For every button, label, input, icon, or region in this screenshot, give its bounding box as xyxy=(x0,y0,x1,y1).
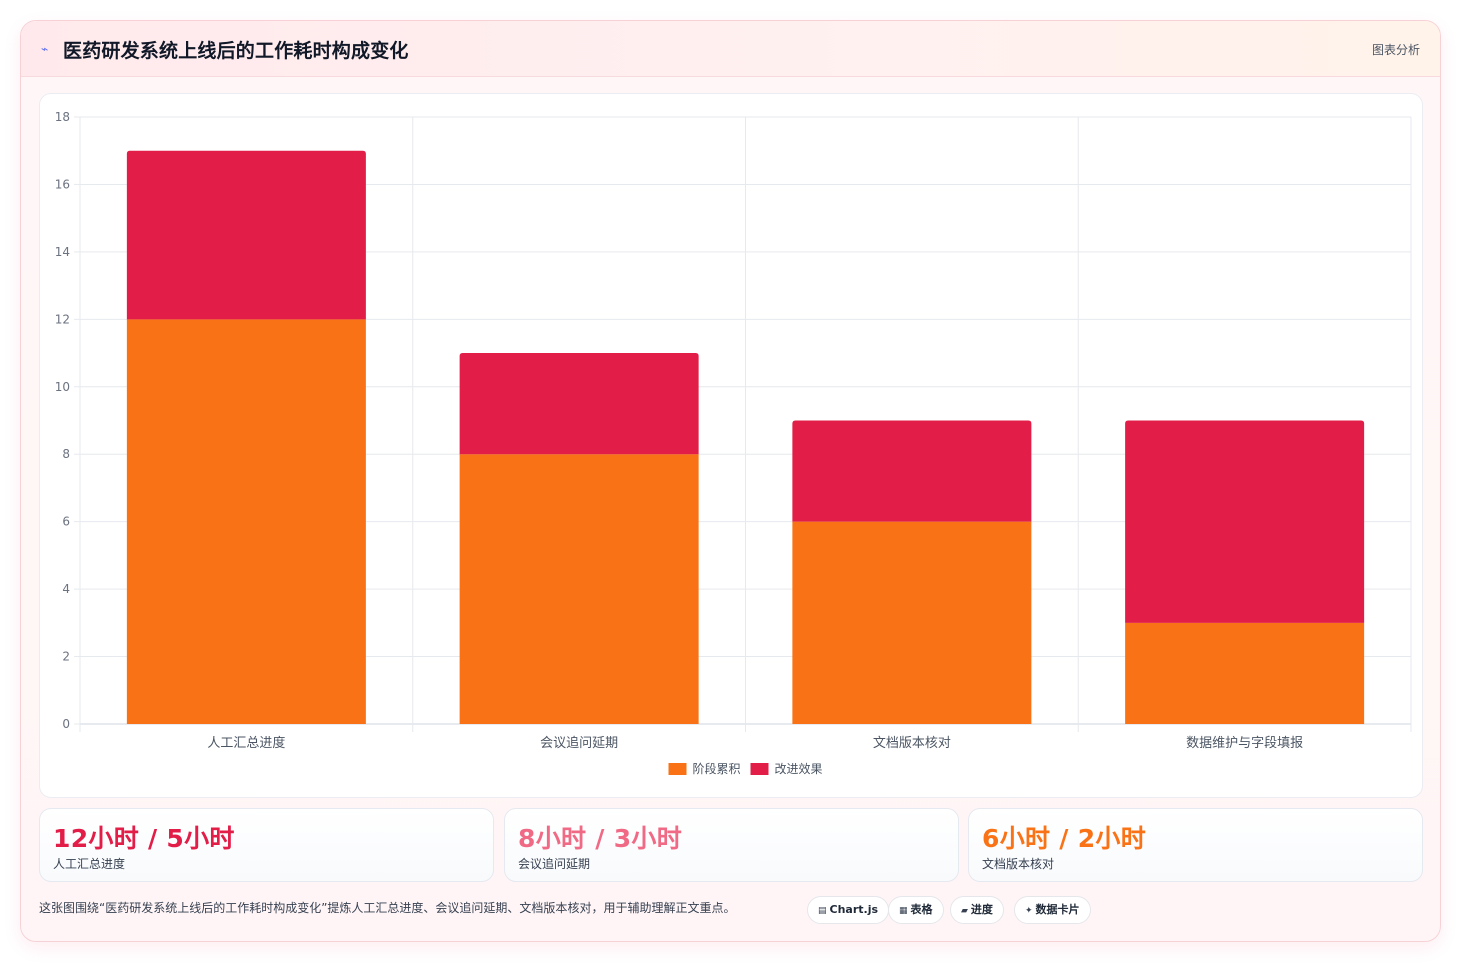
chip-label: 数据卡片 xyxy=(1035,903,1080,916)
legend-swatch xyxy=(750,763,769,775)
bar-2 xyxy=(1125,420,1365,623)
stat-label: 文档版本核对 xyxy=(982,857,1055,871)
chip-label: 表格 xyxy=(910,903,933,916)
chip-table[interactable]: ▦ 表格 xyxy=(888,896,944,924)
y-tick-label: 10 xyxy=(55,380,70,394)
stat-value: 12小时 / 5小时 xyxy=(53,824,235,853)
stat-card-2: 8小时 / 3小时 会议追问延期 xyxy=(504,808,959,882)
progress-icon: ▰ xyxy=(961,906,968,916)
chart-icon: ▤ xyxy=(818,906,827,916)
x-tick-label: 会议追问延期 xyxy=(540,735,618,751)
table-icon: ▦ xyxy=(899,906,908,916)
bar-2 xyxy=(459,353,699,455)
y-tick-label: 18 xyxy=(55,110,70,124)
x-tick-label: 文档版本核对 xyxy=(873,736,951,751)
page-title: 医药研发系统上线后的工作耗时构成变化 xyxy=(63,40,409,62)
bar-1 xyxy=(459,454,699,724)
card-header: ⌁ 医药研发系统上线后的工作耗时构成变化 图表分析 xyxy=(21,21,1440,77)
chip-label: Chart.js xyxy=(829,903,879,916)
y-tick-label: 0 xyxy=(62,717,70,731)
y-tick-label: 6 xyxy=(62,515,70,529)
bar-1 xyxy=(792,521,1032,724)
chip-label: 进度 xyxy=(970,903,993,916)
stat-label: 人工汇总进度 xyxy=(53,857,126,871)
y-tick-label: 16 xyxy=(55,177,70,191)
y-tick-label: 2 xyxy=(62,650,70,664)
stat-value: 8小时 / 3小时 xyxy=(518,824,683,853)
bar-1 xyxy=(1125,622,1365,724)
stat-card-3: 6小时 / 2小时 文档版本核对 xyxy=(968,808,1423,882)
stat-card-1: 12小时 / 5小时 人工汇总进度 xyxy=(39,808,494,882)
sparkle-icon: ⌁ xyxy=(41,42,49,56)
x-tick-label: 人工汇总进度 xyxy=(207,735,285,751)
chart-area: 0 2 4 6 8 10 12 14 16 18 人工汇总进度 会议追问延期 文档版本核对 数据维护与字段… xyxy=(39,93,1423,798)
legend-swatch xyxy=(668,763,687,775)
bar-1 xyxy=(126,319,366,724)
stat-label: 会议追问延期 xyxy=(518,857,591,871)
bar-2 xyxy=(792,420,1032,522)
chip-data-card[interactable]: ✦ 数据卡片 xyxy=(1014,896,1091,924)
y-tick-label: 12 xyxy=(55,312,70,326)
header-tag[interactable]: 图表分析 xyxy=(1371,43,1420,57)
sparkle-icon: ✦ xyxy=(1025,906,1033,916)
y-tick-label: 4 xyxy=(62,582,70,596)
chart-caption: 这张图围绕“医药研发系统上线后的工作耗时构成变化”提炼人工汇总进度、会议追问延期… xyxy=(39,901,736,915)
chip-chartjs[interactable]: ▤ Chart.js xyxy=(807,896,890,924)
stacked-bar-chart: 0 2 4 6 8 10 12 14 16 18 人工汇总进度 会议追问延期 文档版本核对 数据维护与字段… xyxy=(55,110,1412,776)
legend-label: 改进效果 xyxy=(775,761,823,776)
chip-progress[interactable]: ▰ 进度 xyxy=(950,896,1004,924)
y-tick-label: 14 xyxy=(55,245,70,259)
y-tick-label: 8 xyxy=(62,447,70,461)
x-tick-label: 数据维护与字段填报 xyxy=(1186,736,1303,751)
chart-card: ⌁ 医药研发系统上线后的工作耗时构成变化 图表分析 0 2 4 6 8 10 12 14 16 1… xyxy=(20,20,1441,942)
stat-value: 6小时 / 2小时 xyxy=(982,824,1147,853)
bar-2 xyxy=(126,150,366,320)
legend-label: 阶段累积 xyxy=(693,761,741,776)
